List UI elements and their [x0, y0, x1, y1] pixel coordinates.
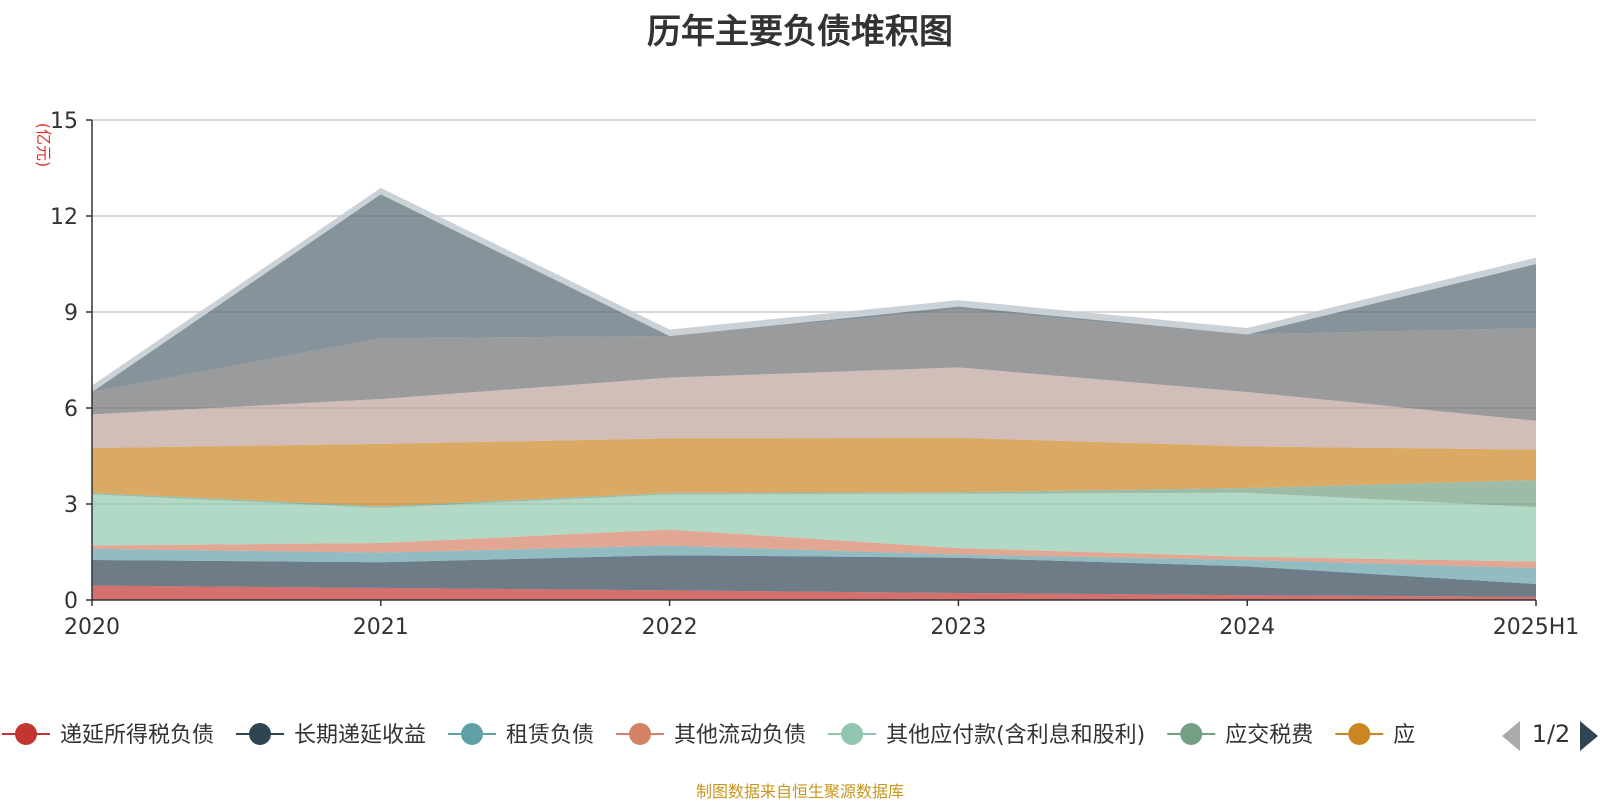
legend-marker-icon [841, 723, 864, 745]
y-tick-label-1: 3 [64, 493, 78, 518]
area-series-0 [92, 585, 1536, 600]
legend-item-0[interactable]: 递延所得税负债 [2, 723, 214, 748]
legend-page-indicator: 1/2 [1531, 720, 1571, 748]
x-tick-label-5: 2025H1 [1493, 615, 1580, 640]
legend-marker-icon [461, 723, 484, 745]
area-series-1 [92, 555, 1536, 597]
x-tick-label-1: 2021 [353, 615, 409, 640]
legend-item-label: 其他流动负债 [674, 723, 806, 748]
area-series-3 [92, 529, 1536, 568]
area-series-6 [92, 437, 1536, 507]
legend-marker-icon [1348, 723, 1371, 745]
legend-marker-icon [1180, 723, 1203, 745]
legend-marker-icon [249, 723, 272, 745]
area-series-2 [92, 545, 1536, 584]
area-series-7 [92, 367, 1536, 450]
legend-item-label: 其他应付款(含利息和股利) [886, 723, 1145, 748]
area-series-9 [92, 194, 1536, 392]
chart-title: 历年主要负债堆积图 [647, 12, 953, 52]
legend-marker-icon [15, 723, 37, 745]
area-series-8 [92, 309, 1536, 421]
legend-item-3[interactable]: 其他流动负债 [616, 723, 806, 748]
x-tick-label-0: 2020 [64, 615, 120, 640]
y-tick-label-3: 9 [64, 301, 78, 326]
legend-item-label: 长期递延收益 [294, 723, 426, 748]
legend-item-2[interactable]: 租赁负债 [448, 723, 594, 748]
x-tick-label-4: 2024 [1219, 615, 1275, 640]
y-tick-label-2: 6 [64, 397, 78, 422]
y-axis-unit-label: (亿元) [34, 123, 53, 168]
x-tick-label-2: 2022 [642, 615, 698, 640]
legend-marker-icon [629, 723, 652, 745]
legend-item-label: 应 [1393, 723, 1415, 748]
legend-item-label: 应交税费 [1225, 723, 1313, 748]
legend-item-label: 租赁负债 [506, 723, 594, 748]
y-tick-label-0: 0 [64, 589, 78, 614]
legend-item-6[interactable]: 应 [1335, 723, 1415, 748]
y-tick-label-4: 12 [50, 205, 78, 230]
x-tick-label-3: 2023 [930, 615, 986, 640]
legend-item-4[interactable]: 其他应付款(含利息和股利) [828, 723, 1145, 748]
data-source-note: 制图数据来自恒生聚源数据库 [695, 782, 904, 801]
legend-item-label: 递延所得税负债 [60, 723, 214, 748]
legend: 递延所得税负债 长期递延收益 租赁负债 其他流动负债 其他应付款(含利息和股利) 应交税费… [2, 723, 1415, 748]
area-series-5 [92, 480, 1536, 508]
legend-pager: 1/2 [1498, 718, 1600, 754]
area-series-4 [92, 492, 1536, 562]
legend-item-5[interactable]: 应交税费 [1167, 723, 1313, 748]
y-tick-label-5: 15 [50, 109, 78, 134]
legend-prev-arrow-icon[interactable] [1502, 721, 1520, 751]
legend-next-arrow-icon[interactable] [1580, 721, 1598, 751]
legend-item-1[interactable]: 长期递延收益 [236, 723, 426, 748]
